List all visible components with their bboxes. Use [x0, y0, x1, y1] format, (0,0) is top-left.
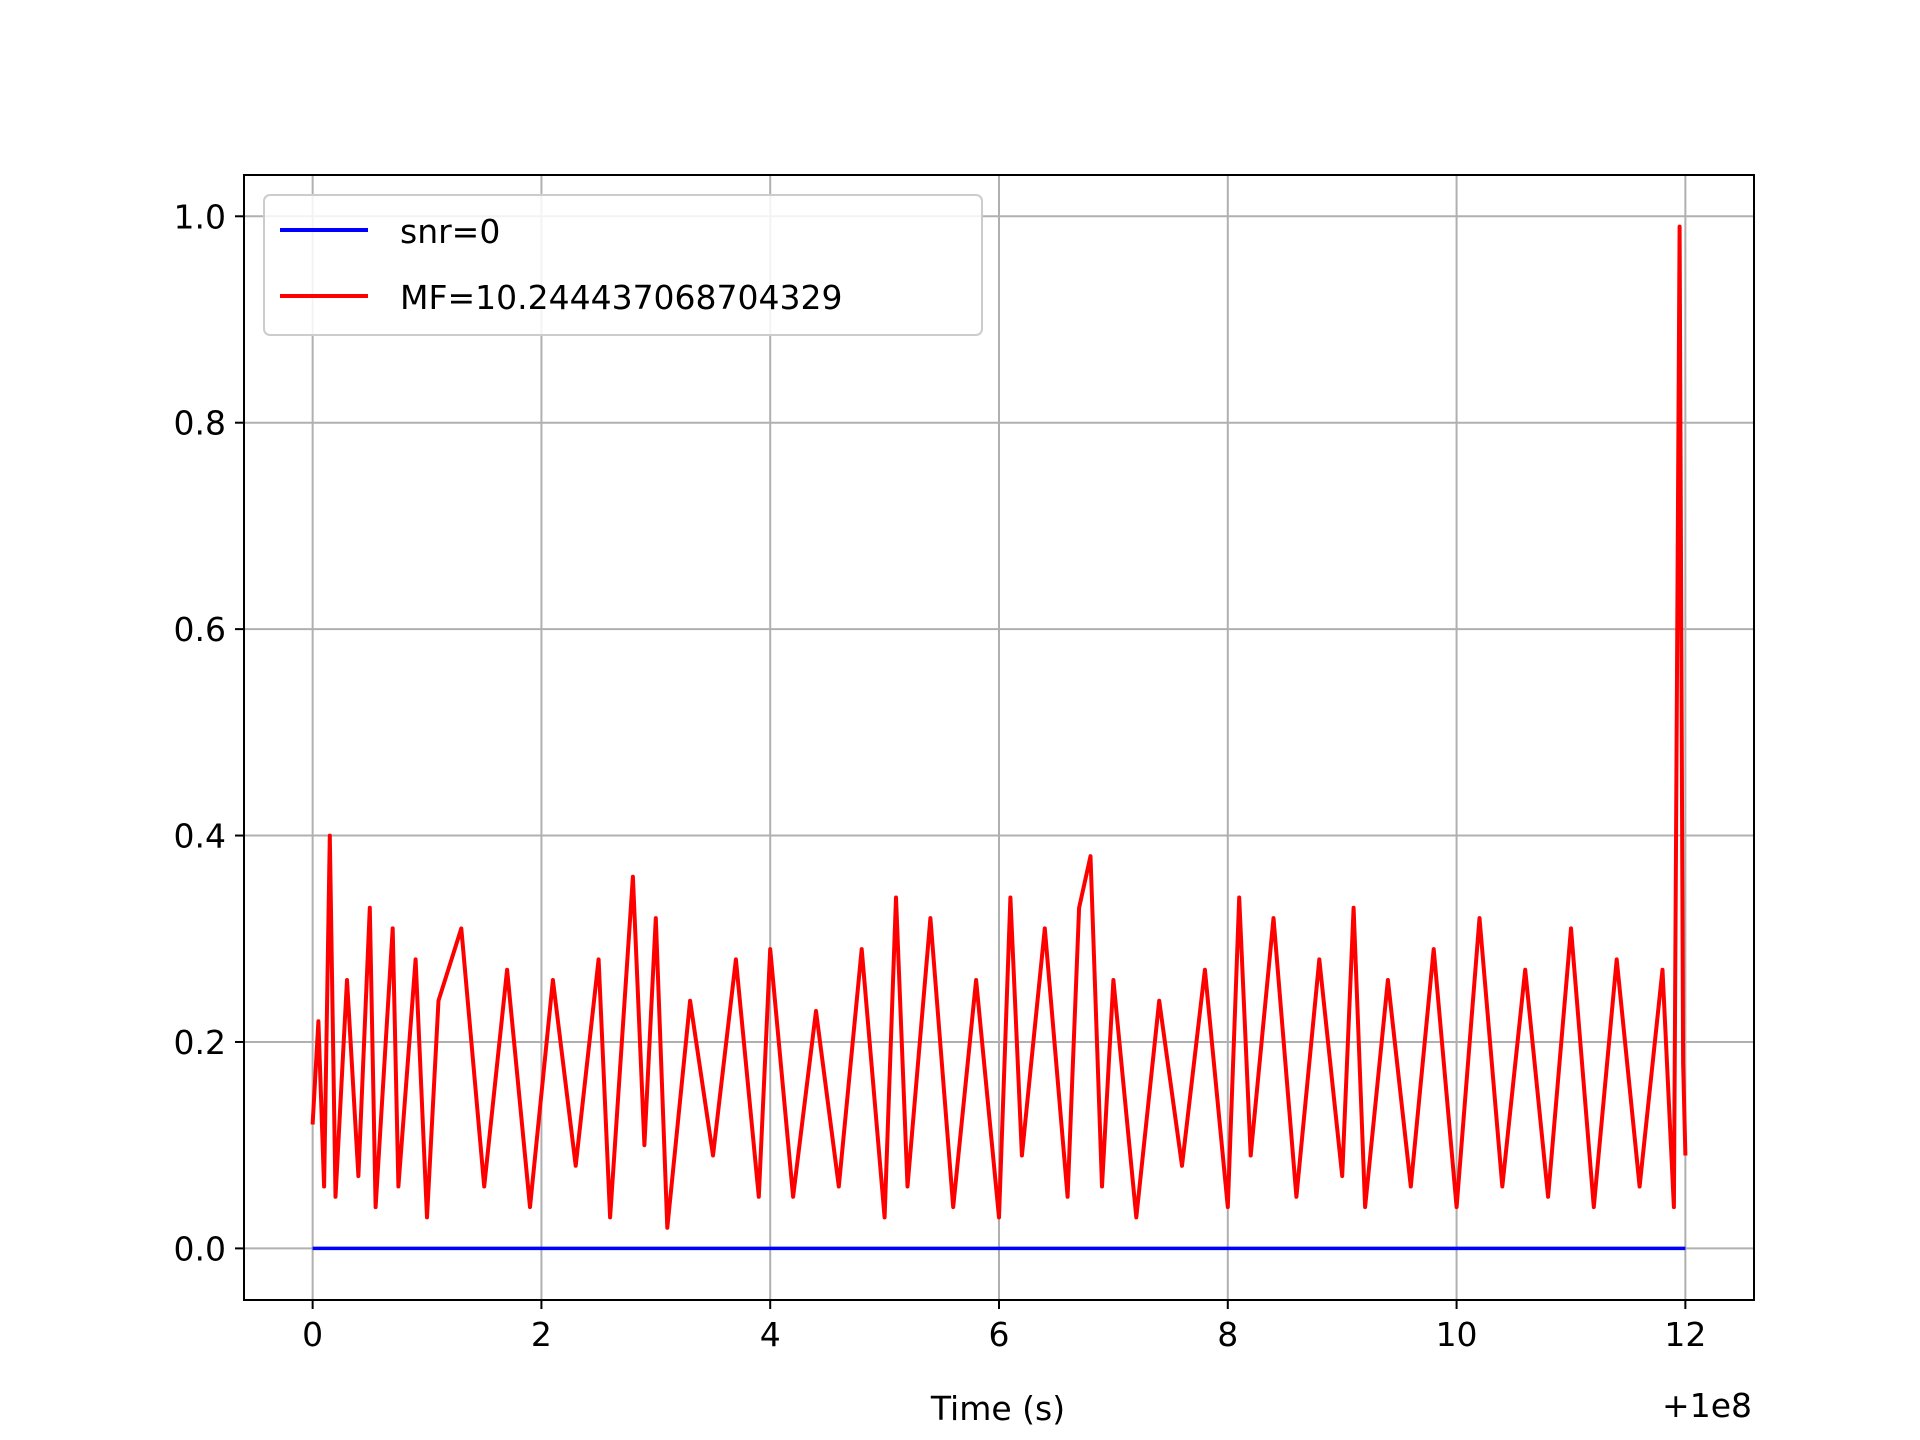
y-tick-label: 0.8	[174, 404, 226, 443]
legend: snr=0 MF=10.244437068704329	[263, 194, 983, 336]
y-tick-label: 0.6	[174, 610, 226, 649]
x-axis-label: Time (s)	[930, 1389, 1065, 1428]
x-tick-label: 8	[1217, 1315, 1238, 1354]
y-tick-label: 0.4	[174, 817, 226, 856]
x-tick-label: 12	[1664, 1315, 1706, 1354]
x-tick-label: 6	[989, 1315, 1010, 1354]
mf-series-line	[310, 224, 1688, 1230]
ticks-layer: 0 2 4 6 8 10 12 0.0 0.2 0.4 0.6 0.8 1.0	[174, 197, 1707, 1354]
y-tick-label: 0.0	[174, 1229, 226, 1268]
legend-box	[263, 194, 983, 336]
legend-label-mf: MF=10.244437068704329	[400, 278, 843, 317]
x-offset-label: +1e8	[1662, 1386, 1752, 1425]
y-tick-label: 1.0	[174, 197, 226, 236]
series-layer	[310, 224, 1688, 1251]
y-tick-label: 0.2	[174, 1023, 226, 1062]
x-tick-label: 4	[760, 1315, 781, 1354]
x-tick-label: 2	[531, 1315, 552, 1354]
x-tick-label: 10	[1436, 1315, 1478, 1354]
legend-label-snr: snr=0	[400, 212, 500, 251]
x-tick-label: 0	[302, 1315, 323, 1354]
